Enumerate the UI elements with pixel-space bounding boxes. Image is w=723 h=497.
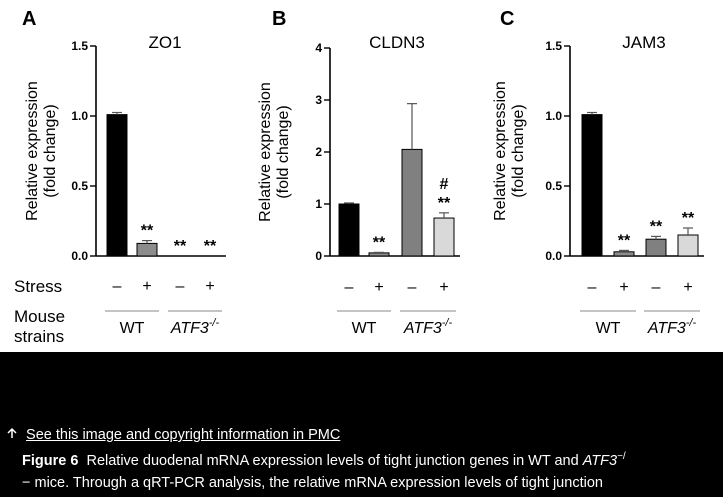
significance-label: ** (141, 223, 154, 240)
chart-title: JAM3 (622, 33, 665, 52)
group-label-atf3: ATF3-/- (647, 317, 697, 337)
pmc-copyright-link[interactable]: See this image and copyright information… (26, 427, 341, 443)
bar-1 (581, 114, 603, 257)
significance-label: ** (204, 238, 217, 255)
bar-1 (106, 114, 128, 257)
caption-gene: ATF3 (582, 452, 618, 469)
group-label-wt: WT (120, 320, 145, 337)
y-tick-label: 1.5 (545, 39, 562, 53)
bar-2 (136, 242, 158, 257)
group-label-wt: WT (352, 320, 377, 337)
y-tick-label: 1.0 (545, 109, 562, 123)
arrow-up-icon (6, 427, 22, 443)
figure-caption: Figure 6 Relative duodenal mRNA expressi… (22, 446, 712, 494)
caption-gene-sup: −/ (617, 451, 626, 462)
significance-label: ** (438, 195, 451, 212)
stress-sign: + (619, 279, 628, 296)
figure-panel: A ZO1 Relative expression (fold change) 0.0 0… (0, 0, 723, 352)
y-tick-label: 0.0 (545, 249, 562, 263)
group-label-atf3: ATF3-/- (170, 317, 220, 337)
y-axis-label: Relative expression (492, 81, 509, 221)
bar-3 (401, 148, 423, 257)
significance-label: ** (650, 218, 663, 235)
caption-area: See this image and copyright information… (0, 352, 723, 497)
significance-label: ** (618, 232, 631, 249)
figure-label: Figure 6 (22, 452, 79, 469)
y-axis-label-2: (fold change) (275, 105, 292, 198)
group-label-wt: WT (596, 320, 621, 337)
group-label-atf3: ATF3-/- (403, 317, 453, 337)
y-tick-label: 2 (315, 145, 322, 159)
pmc-link-row: See this image and copyright information… (6, 427, 340, 443)
panel-letter-A: A (22, 8, 36, 30)
y-tick-label: 1.0 (71, 109, 88, 123)
bar-4 (433, 217, 455, 257)
bar-2 (613, 251, 635, 257)
y-tick-label: 0 (315, 249, 322, 263)
stress-sign: + (142, 278, 151, 295)
y-axis-label-2: (fold change) (42, 104, 59, 197)
y-tick-label: 0.0 (71, 249, 88, 263)
y-tick-label: 0.5 (545, 179, 562, 193)
stress-sign: – (588, 279, 597, 296)
row-label-mouse: Mouse (14, 307, 65, 326)
bar-4 (677, 234, 699, 257)
caption-text-2: − mice. Through a qRT-PCR analysis, the … (22, 474, 603, 491)
bar-1 (338, 203, 360, 257)
row-label-strains: strains (14, 327, 64, 346)
y-tick-label: 1 (315, 197, 322, 211)
significance-label-hash: # (440, 176, 449, 193)
significance-label: ** (174, 238, 187, 255)
stress-sign: + (439, 279, 448, 296)
group-label-atf3-sup: -/- (209, 317, 220, 329)
significance-label: ** (373, 234, 386, 251)
group-label-atf3-sup: -/- (442, 317, 453, 329)
stress-sign: – (408, 279, 417, 296)
y-tick-label: 4 (315, 41, 322, 55)
y-tick-label: 1.5 (71, 39, 88, 53)
panel-letter-C: C (500, 8, 514, 30)
group-label-atf3-sup: -/- (686, 317, 697, 329)
y-axis-label: Relative expression (24, 81, 41, 221)
y-tick-label: 0.5 (71, 179, 88, 193)
stress-sign: – (345, 279, 354, 296)
caption-text-1: Relative duodenal mRNA expression levels… (86, 452, 583, 469)
y-axis-label-2: (fold change) (510, 104, 527, 197)
bar-3 (645, 238, 667, 257)
chart-title: CLDN3 (369, 33, 425, 52)
chart-title: ZO1 (148, 33, 181, 52)
stress-sign: – (113, 278, 122, 295)
stress-sign: – (652, 279, 661, 296)
row-label-stress: Stress (14, 277, 62, 296)
stress-sign: + (683, 279, 692, 296)
panel-letter-B: B (272, 8, 286, 30)
significance-label: ** (682, 210, 695, 227)
y-tick-label: 3 (315, 93, 322, 107)
stress-sign: – (176, 278, 185, 295)
bar-2 (368, 252, 390, 257)
stress-sign: + (205, 278, 214, 295)
stress-sign: + (374, 279, 383, 296)
y-axis-label: Relative expression (257, 82, 274, 222)
